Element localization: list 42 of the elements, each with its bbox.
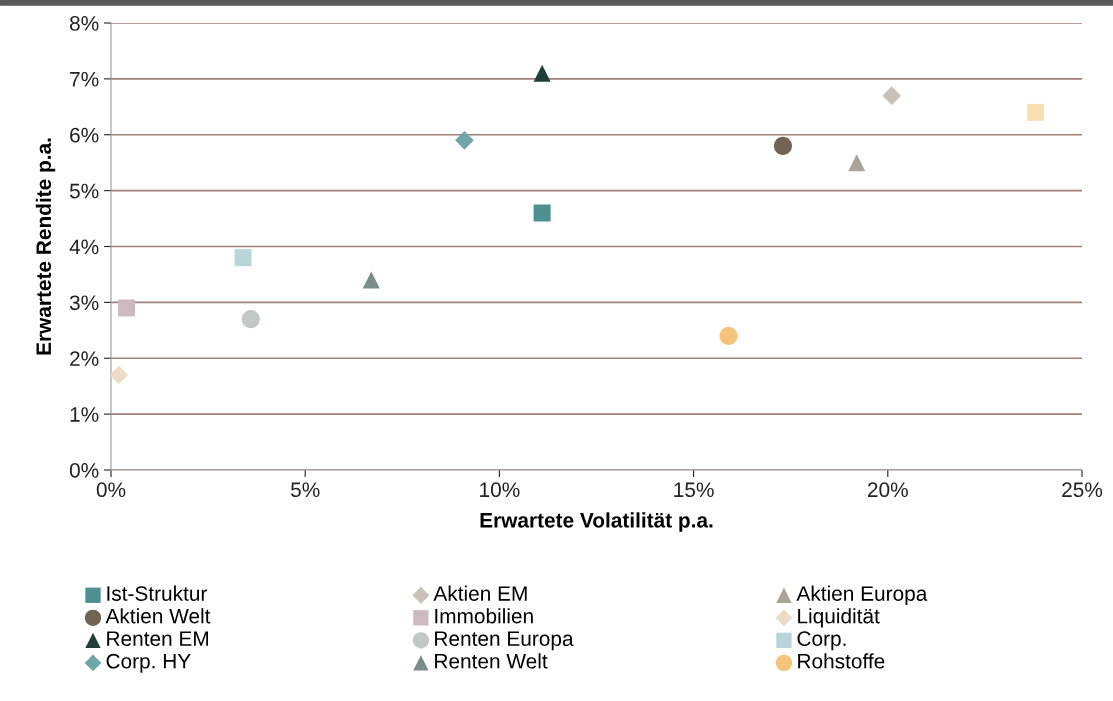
legend-label: Liquidität [798, 608, 880, 628]
point [882, 86, 901, 105]
legend-label: Aktien Welt [105, 608, 211, 624]
point [1026, 103, 1044, 121]
point [848, 154, 866, 172]
y-tick-label: 0% [69, 463, 99, 478]
y-tick-label: 2% [70, 351, 99, 366]
y-tick-label: 3% [69, 295, 99, 311]
point [118, 299, 136, 317]
y-tick-label: 7% [70, 71, 99, 87]
legend-label: Renten Europa [435, 631, 574, 651]
point [533, 64, 551, 82]
x-tick-label: 10% [480, 482, 520, 498]
y-tick-label: 8% [69, 16, 99, 31]
x-tick-label: 5% [290, 482, 320, 498]
point [719, 326, 738, 345]
legend-label: Renten EM [107, 631, 208, 647]
legend-label: Aktien EM [433, 585, 527, 601]
y-tick-label: 6% [70, 127, 99, 143]
point [241, 310, 260, 329]
x-tick-label: 0% [96, 482, 126, 498]
x-tick-label: 25% [1062, 482, 1103, 498]
point [533, 204, 551, 222]
x-tick-label: 15% [674, 482, 714, 498]
legend-label: Ist-Struktur [107, 585, 208, 601]
y-tick-label: 1% [70, 407, 99, 422]
point [773, 136, 792, 155]
y-tick-label: 5% [69, 183, 99, 199]
point [455, 131, 474, 150]
legend-label: Corp. [797, 631, 846, 651]
legend-label: Immobilien [435, 608, 533, 624]
legend-label: Rohstoffe [798, 653, 885, 669]
point [362, 271, 380, 289]
legend-label: Renten Welt [435, 653, 548, 669]
point [234, 249, 252, 267]
y-axis-title: Erwartete Rendite p.a. [35, 138, 56, 355]
x-tick-label: 20% [868, 482, 908, 498]
legend-label: Aktien Europa [796, 585, 928, 606]
legend-label: Corp. HY [106, 653, 191, 673]
y-tick-label: 4% [69, 239, 99, 255]
x-axis-title: Erwartete Volatilität p.a. [480, 512, 713, 532]
point [111, 365, 129, 385]
